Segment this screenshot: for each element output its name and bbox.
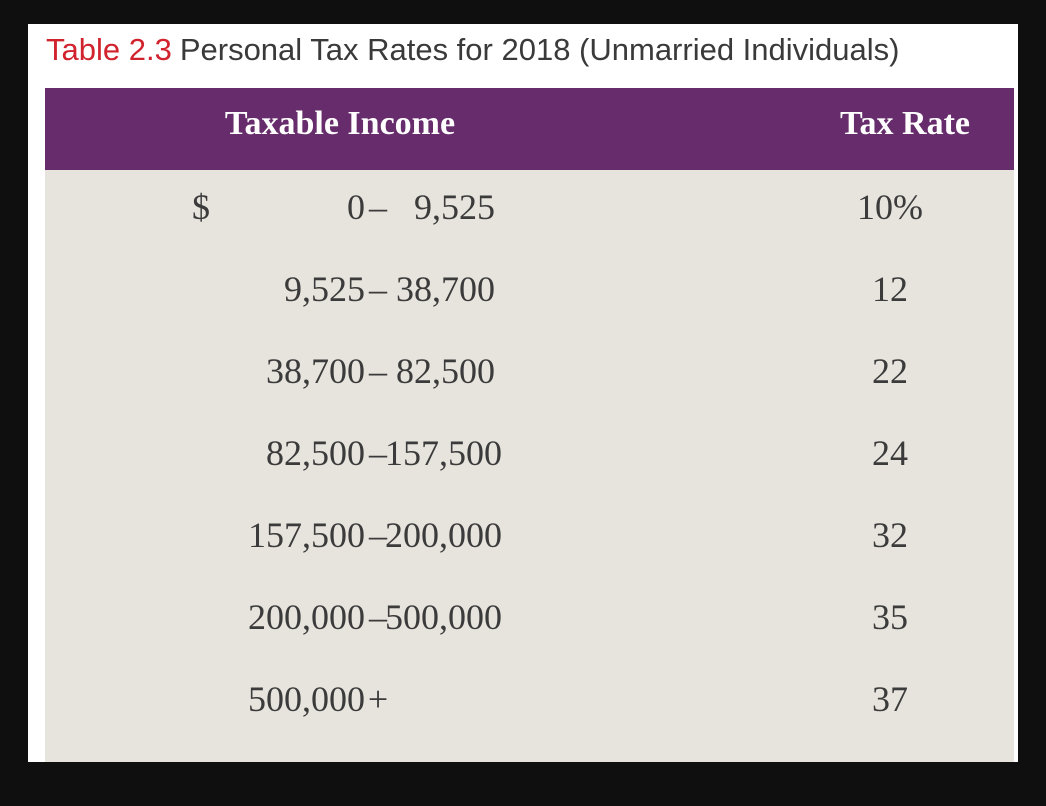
income-to: 82,500: [396, 351, 495, 391]
tax-rate: 32: [872, 515, 908, 555]
income-from: 157,500: [248, 515, 365, 555]
range-separator: –: [369, 351, 387, 391]
table-caption: Table 2.3 Personal Tax Rates for 2018 (Un…: [46, 30, 900, 70]
range-separator: –: [369, 269, 387, 309]
table-title: Personal Tax Rates for 2018 (Unmarried I…: [179, 32, 900, 67]
income-from: 9,525: [284, 269, 365, 309]
income-to: 500,000: [385, 597, 502, 637]
table-row: 9,525 – 38,700 12: [45, 252, 1014, 334]
income-from: 38,700: [266, 351, 365, 391]
income-from: 0: [347, 187, 365, 227]
table-row: 82,500 – 157,500 24: [45, 416, 1014, 498]
table-header: Taxable Income Tax Rate: [45, 88, 1014, 170]
tax-rate: 10%: [857, 187, 923, 227]
range-separator: –: [369, 515, 387, 555]
table-card: Table 2.3 Personal Tax Rates for 2018 (Un…: [28, 24, 1018, 762]
income-from: 82,500: [266, 433, 365, 473]
tax-rate-table: Taxable Income Tax Rate $ 0 – 9,525 10% …: [45, 88, 1014, 762]
tax-rate: 35: [872, 597, 908, 637]
table-row: 38,700 – 82,500 22: [45, 334, 1014, 416]
range-separator: –: [369, 597, 387, 637]
currency-symbol: $: [192, 187, 210, 227]
income-to: 38,700: [396, 269, 495, 309]
income-to: 9,525: [414, 187, 495, 227]
table-row: 500,000 + 37: [45, 662, 1014, 744]
range-separator: +: [367, 679, 389, 719]
income-from: 200,000: [248, 597, 365, 637]
income-to: 157,500: [385, 433, 502, 473]
range-separator: –: [369, 187, 387, 227]
tax-rate: 12: [872, 269, 908, 309]
table-row: $ 0 – 9,525 10%: [45, 170, 1014, 252]
range-separator: –: [369, 433, 387, 473]
tax-rate: 37: [872, 679, 908, 719]
header-taxable-income: Taxable Income: [224, 105, 456, 142]
table-row: 157,500 – 200,000 32: [45, 498, 1014, 580]
tax-rate: 22: [872, 351, 908, 391]
header-tax-rate: Tax Rate: [839, 105, 971, 142]
income-to: 200,000: [385, 515, 502, 555]
table-row: 200,000 – 500,000 35: [45, 580, 1014, 662]
income-from: 500,000: [248, 679, 365, 719]
table-number: Table 2.3: [46, 32, 172, 67]
tax-rate: 24: [872, 433, 908, 473]
